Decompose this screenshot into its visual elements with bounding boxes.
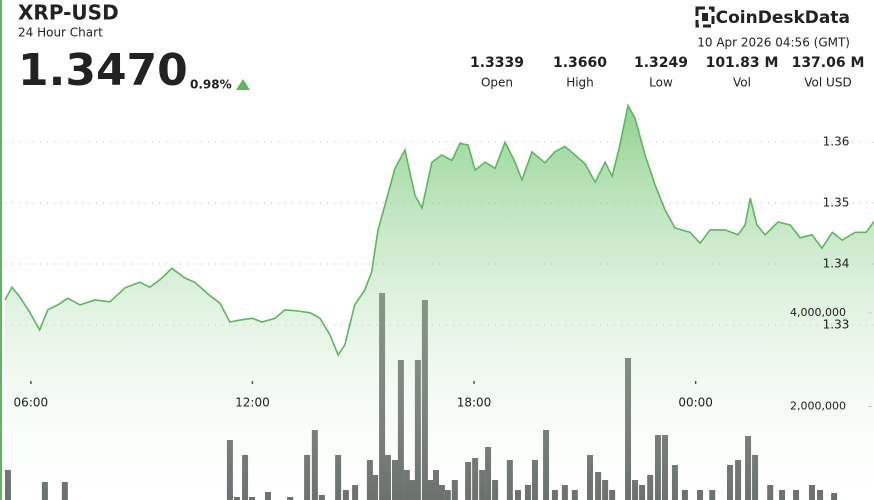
- stat-label: Open: [481, 76, 513, 90]
- stat-label: Low: [649, 76, 673, 90]
- y-tick-label: 1.34: [823, 257, 850, 271]
- stat-value: 1.3339: [470, 55, 524, 71]
- stats: 1.3339 Open 1.3660 High 1.3249 Low 101.83 M Vol…: [470, 55, 864, 90]
- chart-subtitle: 24 Hour Chart: [18, 26, 103, 40]
- price-area: [5, 105, 874, 500]
- price-line: [4, 103, 874, 357]
- stat-label: Vol: [733, 76, 751, 90]
- y-tick-label: 1.35: [823, 196, 850, 210]
- stat-label: High: [566, 76, 594, 90]
- last-price: 1.3470: [18, 45, 188, 96]
- x-tick-label: 06:00: [14, 396, 49, 410]
- y2-tick-label: 4,000,000: [790, 306, 846, 319]
- chart-title: XRP-USD: [18, 1, 119, 25]
- up-arrow: [236, 79, 250, 90]
- timestamp: 10 Apr 2026 04:56 (GMT): [697, 36, 850, 50]
- y-tick-label: 1.36: [823, 135, 850, 149]
- stat-value: 137.06 M: [792, 55, 865, 71]
- stat-value: 1.3660: [553, 55, 607, 71]
- x-tick-label: 12:00: [235, 396, 270, 410]
- change: 0.98%: [190, 78, 232, 92]
- left-border: [0, 0, 2, 500]
- logo-icon-core: [702, 13, 708, 21]
- stat-label: Vol USD: [804, 76, 851, 90]
- stat-value: 101.83 M: [706, 55, 779, 71]
- y-tick-label: 1.33: [823, 318, 850, 332]
- x-tick-label: 18:00: [457, 396, 492, 410]
- brand-logo: CoinDeskData: [695, 6, 850, 28]
- plot-area: [4, 103, 874, 500]
- brand: CoinDeskData: [716, 8, 850, 28]
- y2-tick-label: 2,000,000: [790, 399, 846, 412]
- x-tick-label: 00:00: [678, 396, 713, 410]
- stat-value: 1.3249: [634, 55, 688, 71]
